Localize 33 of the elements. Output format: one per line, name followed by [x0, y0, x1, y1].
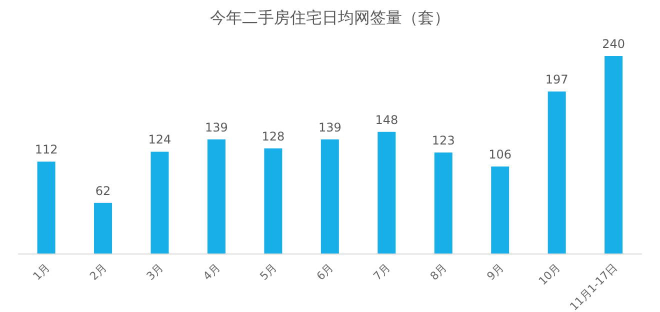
bar: [604, 56, 623, 254]
data-label: 139: [318, 120, 342, 134]
x-tick-label: 2月: [87, 260, 110, 283]
x-tick-label: 9月: [484, 260, 506, 283]
data-label: 123: [432, 134, 455, 148]
data-label: 197: [545, 72, 568, 86]
bar: [150, 152, 169, 254]
x-tick-label: 4月: [200, 260, 223, 283]
data-label: 62: [95, 184, 111, 198]
x-tick-label: 3月: [144, 260, 166, 283]
x-tick-label: 10月: [536, 260, 564, 288]
data-label: 128: [262, 129, 285, 144]
data-label: 139: [205, 120, 228, 134]
data-label: 240: [602, 37, 626, 51]
bar: [264, 148, 282, 254]
bar: [37, 162, 56, 254]
x-tick-label: 5月: [257, 260, 280, 283]
bar: [491, 166, 510, 254]
x-tick-label: 7月: [370, 260, 393, 283]
bar: [378, 132, 396, 254]
x-tick-label: 8月: [428, 260, 450, 283]
bar: [94, 202, 112, 254]
bar: [434, 152, 452, 254]
x-tick-label: 1月: [30, 260, 52, 283]
chart-title: 今年二手房住宅日均网签量（套）: [209, 7, 451, 29]
data-label: 124: [148, 132, 172, 147]
bar: [548, 91, 566, 254]
bar: [207, 139, 226, 254]
data-label: 106: [488, 148, 512, 162]
data-label: 112: [34, 142, 58, 157]
x-tick-label: 6月: [314, 260, 336, 283]
bar: [320, 139, 339, 254]
data-label: 148: [375, 112, 398, 127]
